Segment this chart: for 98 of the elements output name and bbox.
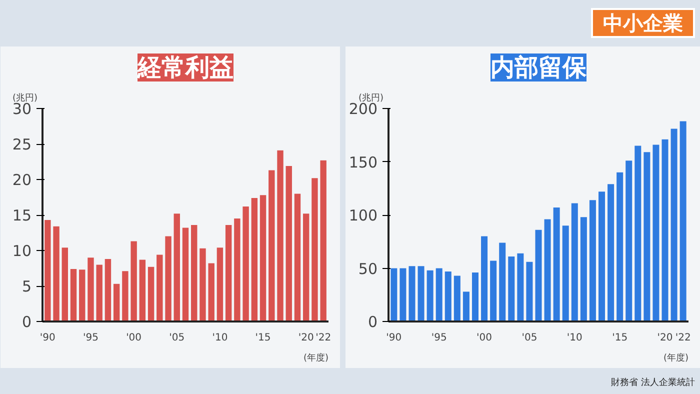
bar	[490, 260, 497, 322]
x-tick-label: '20	[657, 332, 673, 344]
bar	[652, 144, 660, 322]
bar	[234, 218, 240, 322]
bar	[148, 266, 154, 322]
bar	[320, 160, 326, 322]
bar	[122, 271, 128, 322]
bar	[277, 150, 284, 322]
bar	[508, 256, 515, 322]
x-tick-label: '20	[298, 332, 314, 344]
bar	[242, 206, 249, 322]
bar	[225, 224, 232, 322]
bar	[535, 230, 542, 322]
bar	[165, 236, 172, 322]
bar	[481, 236, 488, 322]
bar	[286, 166, 292, 322]
bar	[571, 203, 578, 322]
bar	[426, 270, 434, 322]
bar	[260, 195, 266, 322]
bar	[680, 121, 686, 322]
x-tick-label: '22	[316, 332, 332, 344]
text: 財務省 法人企業統計	[611, 378, 695, 388]
bar	[294, 194, 301, 322]
bar	[580, 217, 587, 322]
bar	[88, 258, 94, 322]
bar	[454, 276, 460, 322]
text: 中小企業	[591, 8, 695, 38]
y-tick-label: 15	[12, 206, 32, 224]
bar	[662, 139, 668, 322]
y-tick-label: 10	[12, 242, 32, 260]
bar	[130, 241, 137, 322]
y-tick-label: 150	[348, 153, 378, 172]
bar	[174, 214, 180, 322]
bar	[670, 128, 678, 322]
x-tick-label: '22	[675, 332, 691, 344]
bar	[444, 271, 452, 322]
bar	[626, 160, 632, 322]
x-tick-label: '90	[386, 332, 402, 344]
bar	[70, 268, 77, 322]
bar	[96, 264, 102, 322]
bar	[608, 184, 614, 322]
bar	[182, 228, 189, 322]
bar	[62, 248, 68, 322]
x-tick-label: '10	[212, 332, 228, 344]
bar	[113, 284, 120, 322]
y-tick-label: 0	[22, 313, 32, 331]
bar	[562, 226, 569, 322]
bar	[200, 248, 206, 322]
bar	[589, 200, 596, 322]
bar	[191, 224, 198, 322]
x-tick-label: '10	[566, 332, 582, 344]
bar	[616, 172, 624, 322]
x-tick-label: '00	[476, 332, 492, 344]
bar	[139, 260, 146, 322]
bar	[216, 248, 224, 322]
bar	[44, 220, 51, 322]
bar	[268, 170, 275, 322]
y-tick-label: 5	[22, 278, 32, 296]
bar	[517, 253, 524, 322]
x-tick-label: '05	[522, 332, 538, 344]
bar	[526, 262, 533, 322]
bar	[634, 146, 642, 322]
chart-title: 内部留保	[490, 54, 588, 82]
bar	[462, 292, 470, 322]
x-tick-label: '00	[126, 332, 142, 344]
bar	[251, 198, 258, 322]
bar	[598, 192, 606, 322]
bar	[499, 242, 506, 322]
x-tick-label: '90	[40, 332, 56, 344]
y-tick-label: 25	[12, 136, 32, 154]
x-axis-title: (年度)	[663, 352, 689, 364]
bar	[544, 219, 551, 322]
x-axis-title: (年度)	[303, 352, 329, 364]
y-tick-label: 50	[358, 260, 378, 278]
bar	[208, 263, 214, 322]
bar	[472, 272, 478, 322]
chart-title: 経常利益	[136, 54, 234, 82]
bar	[79, 270, 86, 322]
y-tick-label: 100	[348, 206, 378, 224]
bar	[408, 266, 416, 322]
y-tick-label: 0	[368, 313, 378, 331]
bar	[400, 268, 406, 322]
bar	[303, 214, 310, 322]
bar	[390, 268, 398, 322]
bar	[53, 226, 60, 322]
x-tick-label: '15	[612, 332, 628, 344]
x-tick-label: '15	[255, 332, 271, 344]
x-tick-label: '95	[431, 332, 447, 344]
bar	[553, 208, 560, 322]
y-tick-label: 20	[12, 171, 32, 189]
bar	[644, 152, 650, 322]
bar	[436, 268, 442, 322]
x-tick-label: '95	[83, 332, 98, 344]
x-tick-label: '05	[169, 332, 185, 344]
bar	[312, 178, 318, 322]
bar	[418, 266, 424, 322]
bar	[104, 259, 112, 322]
bar	[156, 254, 163, 322]
